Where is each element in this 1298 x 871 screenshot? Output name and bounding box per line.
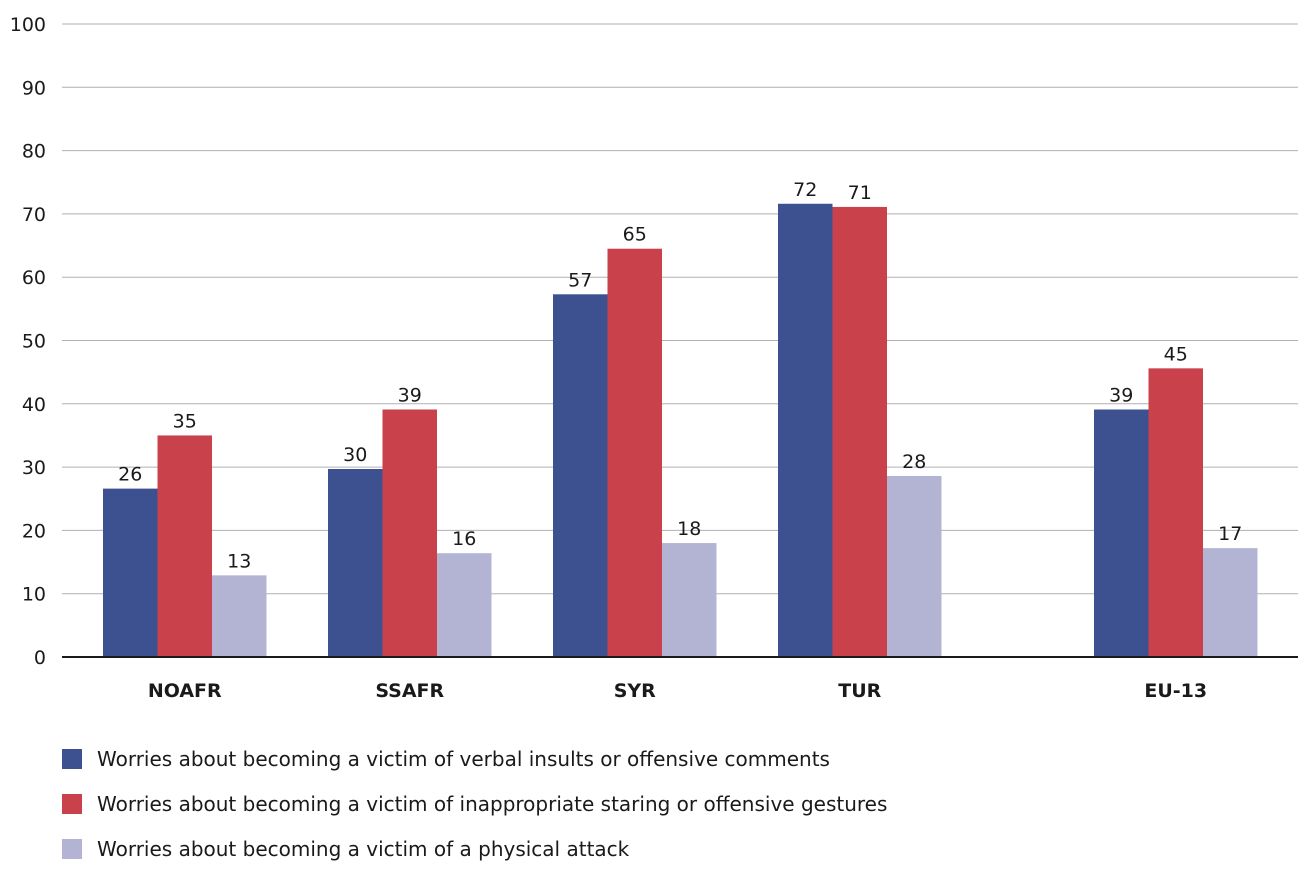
bar [1148, 368, 1203, 657]
y-tick-label: 10 [22, 584, 46, 606]
bar-value-label: 65 [623, 224, 647, 246]
bar [662, 543, 717, 657]
bar-value-label: 71 [848, 182, 872, 204]
bar-value-label: 72 [793, 179, 817, 201]
bars [103, 203, 1258, 657]
legend-item-staring-gestures: Worries about becoming a victim of inapp… [62, 781, 887, 826]
bar [437, 553, 492, 657]
bar [553, 294, 608, 657]
y-tick-label: 20 [22, 520, 46, 542]
bar-value-label: 39 [398, 384, 422, 406]
bar-value-label: 57 [568, 269, 592, 291]
bar-value-label: 35 [173, 410, 197, 432]
bar [887, 475, 942, 657]
bar-value-label: 39 [1109, 384, 1133, 406]
bar [778, 203, 833, 657]
y-tick-label: 100 [10, 14, 46, 36]
legend-swatch [62, 748, 82, 769]
bar [328, 468, 383, 657]
bar-value-label: 16 [452, 528, 476, 550]
bar-value-label: 17 [1218, 523, 1242, 545]
bar [1203, 548, 1258, 657]
gridlines [62, 23, 1298, 595]
y-tick-label: 80 [22, 141, 46, 163]
legend: Worries about becoming a victim of verba… [62, 736, 887, 871]
x-axis-categories: NOAFR SSAFR SYR TUR EU-13 [148, 680, 1207, 702]
bar-value-label: 28 [902, 451, 926, 473]
bar [382, 409, 437, 657]
x-category-label: TUR [838, 680, 881, 702]
x-category-label: NOAFR [148, 680, 222, 702]
legend-label: Worries about becoming a victim of verba… [97, 746, 830, 771]
y-tick-label: 90 [22, 77, 46, 99]
y-axis-ticks: 0 10 20 30 40 50 60 70 80 90 100 [10, 14, 46, 669]
bar-value-label: 30 [343, 444, 367, 466]
legend-label: Worries about becoming a victim of inapp… [97, 791, 888, 816]
data-labels: 26 35 13 30 39 16 57 65 18 72 71 28 39 45 17 [118, 179, 1242, 573]
bar-chart: 0 10 20 30 40 50 60 70 80 90 100 26 35 13 30 39 16 57 65 1… [10, 14, 1298, 702]
legend-swatch [62, 838, 82, 859]
bar [607, 248, 662, 657]
bar [157, 435, 212, 657]
x-category-label: SYR [614, 680, 656, 702]
bar [103, 488, 158, 657]
y-tick-label: 30 [22, 457, 46, 479]
y-tick-label: 50 [22, 331, 46, 353]
y-tick-label: 40 [22, 394, 46, 416]
bar-value-label: 45 [1164, 343, 1188, 365]
bar-value-label: 18 [677, 518, 701, 540]
bar-value-label: 13 [227, 550, 251, 572]
bar [1094, 409, 1149, 657]
y-tick-label: 0 [34, 647, 46, 669]
x-category-label: SSAFR [375, 680, 444, 702]
legend-item-verbal-insults: Worries about becoming a victim of verba… [62, 736, 887, 781]
legend-item-physical-attack: Worries about becoming a victim of a phy… [62, 826, 887, 871]
bar [212, 575, 267, 657]
legend-swatch [62, 793, 82, 814]
y-tick-label: 70 [22, 204, 46, 226]
y-tick-label: 60 [22, 267, 46, 289]
bar-value-label: 26 [118, 464, 142, 486]
x-category-label: EU-13 [1144, 680, 1207, 702]
bar [832, 206, 887, 657]
